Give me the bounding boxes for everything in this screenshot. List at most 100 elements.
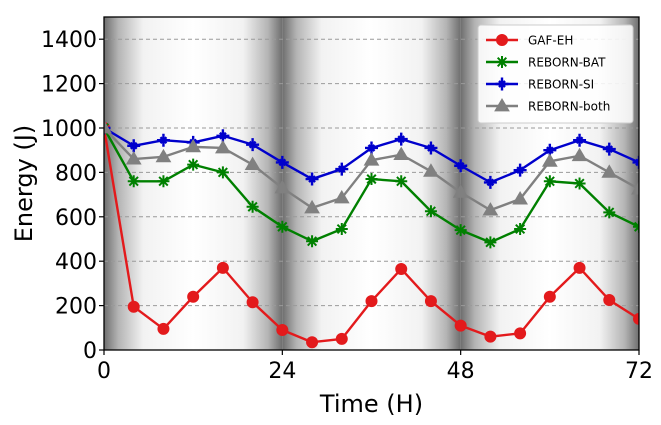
data-point-reborn-bat (454, 224, 467, 237)
legend-label-reborn-si: REBORN-SI (528, 78, 594, 92)
data-point-reborn-bat (573, 177, 586, 190)
data-point-reborn-si (573, 133, 587, 147)
data-point-reborn-si (365, 141, 378, 155)
data-point-reborn-both (631, 181, 639, 195)
data-point-reborn-bat (395, 175, 408, 188)
data-point-reborn-si (127, 139, 141, 153)
data-point-reborn-both (155, 148, 172, 163)
data-point-reborn-both (304, 199, 320, 214)
data-point-reborn-both (423, 163, 439, 177)
data-point-gaf-eh (335, 332, 348, 345)
data-point-reborn-si (454, 159, 468, 173)
y-tick-label: 1000 (41, 117, 97, 142)
data-point-reborn-both (215, 139, 231, 154)
data-point-reborn-both (363, 152, 380, 166)
data-point-reborn-both (452, 184, 469, 198)
data-point-gaf-eh (365, 295, 378, 308)
data-point-reborn-both (125, 151, 142, 165)
y-tick-label: 1200 (41, 73, 97, 98)
data-point-gaf-eh (276, 324, 289, 337)
y-tick-label: 200 (55, 295, 97, 320)
data-point-reborn-bat (603, 206, 616, 219)
data-point-reborn-bat (365, 173, 378, 186)
data-point-reborn-bat (157, 175, 170, 188)
x-tick-label: 0 (97, 359, 111, 384)
data-point-reborn-both (104, 120, 112, 134)
axis-ticks (99, 38, 640, 355)
data-point-gaf-eh (424, 295, 437, 308)
legend-box (477, 24, 634, 124)
data-point-reborn-si (305, 172, 319, 186)
y-tick-label: 800 (55, 161, 97, 186)
data-point-gaf-eh (395, 262, 408, 275)
data-point-gaf-eh (306, 336, 319, 349)
data-point-reborn-bat (335, 223, 348, 236)
data-point-reborn-si (275, 155, 289, 169)
data-point-gaf-eh (246, 296, 259, 309)
legend-marker-reborn-bat (496, 56, 508, 68)
data-point-reborn-si (483, 175, 497, 189)
data-series (104, 120, 639, 349)
data-point-reborn-both (482, 202, 499, 216)
data-point-reborn-si (335, 162, 349, 176)
x-axis-label: Time (H) (319, 390, 423, 418)
data-point-gaf-eh (157, 322, 170, 335)
x-tick-label: 24 (268, 359, 296, 384)
data-point-gaf-eh (573, 261, 586, 274)
data-point-reborn-both (541, 153, 558, 167)
data-point-gaf-eh (127, 300, 140, 313)
data-point-reborn-si (394, 132, 408, 146)
data-point-reborn-both (274, 179, 291, 194)
data-point-reborn-si (156, 133, 170, 147)
tick-labels: 0 24 48 72 0 200 400 600 800 1000 1200 1400 (41, 28, 653, 384)
data-point-reborn-bat (424, 205, 437, 218)
data-point-gaf-eh (514, 327, 527, 340)
legend-marker-gaf-eh (496, 34, 508, 46)
legend-label-reborn-both: REBORN-both (528, 100, 610, 114)
data-point-gaf-eh (484, 330, 497, 343)
data-point-reborn-both (333, 189, 350, 204)
data-point-gaf-eh (543, 290, 556, 303)
legend: GAF-EH REBORN-BAT REBORN-SI REBORN-both (477, 24, 634, 124)
legend-label-reborn-bat: REBORN-BAT (528, 56, 606, 70)
y-tick-label: 1400 (41, 28, 97, 53)
series-reborn-both (104, 120, 639, 216)
data-point-reborn-bat (246, 200, 259, 213)
legend-marker-reborn-si (495, 77, 509, 91)
data-point-reborn-bat (514, 223, 527, 236)
y-tick-label: 400 (55, 250, 97, 275)
data-point-reborn-both (601, 164, 618, 178)
legend-marker-reborn-both (494, 98, 510, 112)
series-reborn-bat (104, 122, 639, 249)
plot-frame (103, 16, 640, 351)
data-point-gaf-eh (454, 319, 467, 332)
y-axis-label: Energy (J) (10, 125, 38, 242)
data-point-reborn-bat (216, 166, 229, 179)
data-point-reborn-si (246, 138, 260, 152)
data-point-reborn-both (393, 146, 410, 161)
data-point-reborn-bat (306, 235, 319, 248)
data-point-reborn-si (602, 142, 616, 156)
data-point-reborn-si (424, 141, 438, 155)
y-tick-label: 0 (83, 339, 97, 364)
data-point-reborn-both (571, 147, 588, 162)
data-point-gaf-eh (603, 294, 616, 307)
data-point-reborn-bat (484, 236, 497, 249)
legend-label-gaf-eh: GAF-EH (528, 34, 573, 48)
data-point-gaf-eh (633, 312, 639, 325)
data-point-reborn-si (543, 143, 557, 157)
data-point-reborn-both (244, 156, 261, 171)
data-point-reborn-bat (127, 175, 140, 188)
data-point-reborn-bat (187, 158, 200, 171)
data-point-reborn-si (216, 129, 230, 143)
data-point-reborn-bat (543, 175, 556, 188)
day-night-band (639, 17, 661, 350)
x-tick-label: 72 (625, 359, 653, 384)
data-point-reborn-bat (276, 220, 289, 233)
y-tick-label: 600 (55, 206, 97, 231)
data-point-reborn-both (185, 138, 202, 153)
data-point-gaf-eh (216, 261, 229, 274)
x-tick-label: 48 (447, 359, 475, 384)
data-point-reborn-si (513, 163, 527, 177)
